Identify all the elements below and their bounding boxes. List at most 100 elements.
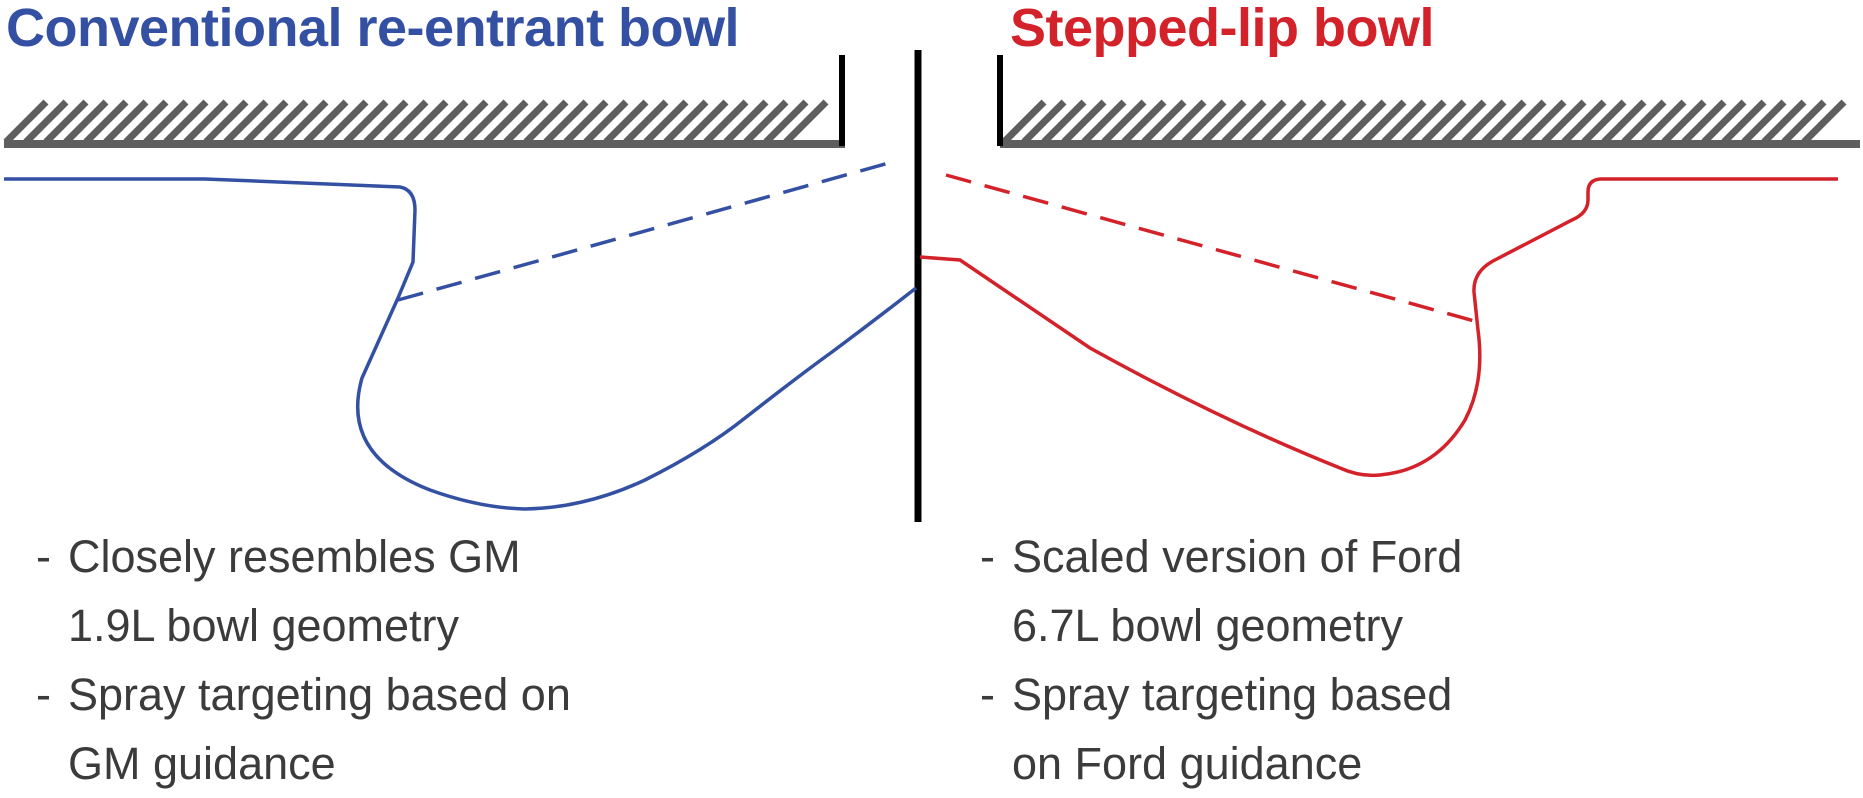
- hatch-stroke: [403, 99, 449, 145]
- cylinder-head-hatch-left: [3, 99, 845, 148]
- hatch-stroke: [443, 99, 489, 145]
- hatch-stroke: [1541, 99, 1587, 145]
- hatch-stroke: [1301, 99, 1347, 145]
- hatch-stroke: [3, 99, 49, 145]
- hatch-stroke: [1401, 99, 1447, 145]
- stepped-lip-bowl-profile: [919, 177, 1838, 478]
- note-line: Scaled version of Ford: [1012, 531, 1463, 582]
- conventional-bowl-notes: - Closely resembles GM 1.9L bowl geometry…: [36, 522, 571, 798]
- note-dash: -: [36, 669, 51, 720]
- hatch-stroke: [223, 99, 269, 145]
- hatch-stroke: [343, 99, 389, 145]
- hatch-stroke: [63, 99, 109, 145]
- hatch-stroke: [1661, 99, 1707, 145]
- hatch-stroke: [583, 99, 629, 145]
- hatch-stroke: [1361, 99, 1407, 145]
- hatch-stroke: [1481, 99, 1527, 145]
- note-item: - Scaled version of Ford: [980, 522, 1462, 591]
- hatch-stroke: [243, 99, 289, 145]
- note-item: - Spray targeting based on: [36, 660, 571, 729]
- stepped-lip-bowl-title: Stepped-lip bowl: [1010, 0, 1434, 58]
- hatch-stroke: [83, 99, 129, 145]
- hatch-stroke: [623, 99, 669, 145]
- note-dash: -: [980, 669, 995, 720]
- note-dash: -: [36, 531, 51, 582]
- hatch-stroke: [1241, 99, 1287, 145]
- hatch-stroke: [603, 99, 649, 145]
- hatch-stroke: [1561, 99, 1607, 145]
- hatch-stroke: [523, 99, 569, 145]
- hatch-stroke: [1161, 99, 1207, 145]
- hatch-stroke: [1701, 99, 1747, 145]
- hatch-stroke: [103, 99, 149, 145]
- cylinder-head-hatch-right: [1000, 99, 1860, 148]
- hatch-stroke: [1421, 99, 1467, 145]
- hatch-stroke: [783, 99, 829, 145]
- hatch-stroke: [423, 99, 469, 145]
- hatch-stroke: [1641, 99, 1687, 145]
- hatch-stroke: [723, 99, 769, 145]
- hatch-stroke: [483, 99, 529, 145]
- hatch-stroke: [263, 99, 309, 145]
- hatch-stroke: [363, 99, 409, 145]
- hatch-stroke: [143, 99, 189, 145]
- hatch-stroke: [563, 99, 609, 145]
- hatch-stroke: [43, 99, 89, 145]
- hatch-stroke: [1141, 99, 1187, 145]
- hatch-stroke: [1441, 99, 1487, 145]
- conventional-bowl-profile: [4, 177, 918, 511]
- note-line: Closely resembles GM: [68, 531, 521, 582]
- hatch-stroke: [503, 99, 549, 145]
- hatch-stroke: [1801, 99, 1847, 145]
- hatch-stroke: [123, 99, 169, 145]
- hatch-stroke: [463, 99, 509, 145]
- hatch-stroke: [1341, 99, 1387, 145]
- hatch-stroke: [743, 99, 789, 145]
- hatch-stroke: [383, 99, 429, 145]
- hatch-stroke: [1501, 99, 1547, 145]
- hatch-stroke: [1761, 99, 1807, 145]
- hatch-stroke: [1601, 99, 1647, 145]
- hatch-stroke: [683, 99, 729, 145]
- hatch-stroke: [703, 99, 749, 145]
- hatch-stroke: [23, 99, 69, 145]
- hatch-stroke: [1261, 99, 1307, 145]
- hatch-stroke: [303, 99, 349, 145]
- hatch-stroke: [543, 99, 589, 145]
- hatch-stroke: [1281, 99, 1327, 145]
- hatch-stroke: [1201, 99, 1247, 145]
- hatch-stroke: [763, 99, 809, 145]
- hatch-stroke: [1081, 99, 1127, 145]
- stepped-lip-bowl-notes: - Scaled version of Ford 6.7L bowl geomet…: [980, 522, 1462, 798]
- hatch-stroke: [1101, 99, 1147, 145]
- conventional-spray-line: [397, 159, 897, 302]
- hatch-stroke: [1581, 99, 1627, 145]
- stepped-spray-line: [945, 173, 1479, 324]
- hatch-stroke: [163, 99, 209, 145]
- note-item: - Closely resembles GM: [36, 522, 571, 591]
- conventional-bowl-title: Conventional re-entrant bowl: [6, 0, 740, 58]
- hatch-stroke: [1061, 99, 1107, 145]
- hatch-stroke: [1021, 99, 1067, 145]
- hatch-stroke: [1381, 99, 1427, 145]
- note-line-continued: on Ford guidance: [1012, 738, 1363, 789]
- hatch-stroke: [643, 99, 689, 145]
- hatch-stroke: [1721, 99, 1767, 145]
- hatch-stroke: [323, 99, 369, 145]
- hatch-stroke: [283, 99, 329, 145]
- note-line-continued: GM guidance: [68, 738, 336, 789]
- hatch-stroke: [1741, 99, 1787, 145]
- hatch-stroke: [183, 99, 229, 145]
- hatch-stroke: [663, 99, 709, 145]
- note-line: Spray targeting based: [1012, 669, 1453, 720]
- hatch-stroke: [1521, 99, 1567, 145]
- hatch-stroke: [1321, 99, 1367, 145]
- note-line: Spray targeting based on: [68, 669, 571, 720]
- hatch-stroke: [1121, 99, 1167, 145]
- note-line-continued: 6.7L bowl geometry: [1012, 600, 1404, 651]
- note-item: - Spray targeting based: [980, 660, 1462, 729]
- hatch-stroke: [203, 99, 249, 145]
- hatch-stroke: [1041, 99, 1087, 145]
- hatch-stroke: [1621, 99, 1667, 145]
